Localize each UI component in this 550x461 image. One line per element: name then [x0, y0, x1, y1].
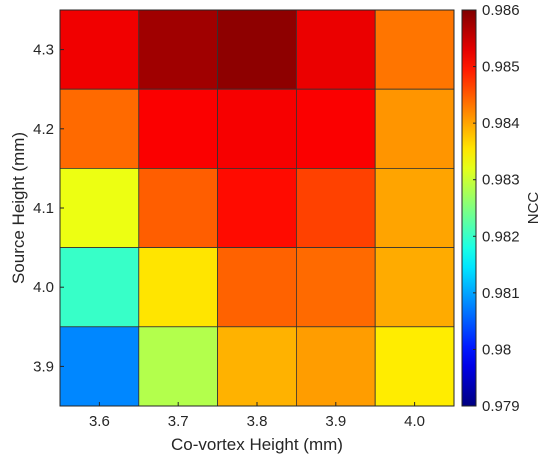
y-axis-ticks: 4.3 4.2 4.1 4.0 3.9 [33, 42, 64, 375]
heatmap-cell [138, 167, 219, 248]
heatmap-cell [374, 88, 455, 169]
colorbar-tick-label: 0.984 [482, 115, 520, 132]
colorbar [461, 9, 477, 407]
heatmap-cell [59, 88, 140, 169]
x-axis-ticks: 3.6 3.7 3.8 3.9 4.0 [89, 402, 425, 430]
heatmap-cell [374, 247, 455, 328]
x-tick-label: 3.7 [168, 413, 189, 430]
colorbar-tick-label: 0.982 [482, 228, 520, 245]
heatmap-cell [59, 167, 140, 248]
colorbar-tick-label: 0.979 [482, 398, 520, 415]
heatmap-cell [59, 247, 140, 328]
heatmap-cell [295, 326, 376, 407]
heatmap-cell [138, 88, 219, 169]
heatmap-cell [217, 167, 297, 248]
colorbar-tick-label: 0.983 [482, 172, 520, 189]
heatmap-cell [59, 326, 140, 407]
y-tick-label: 4.3 [33, 42, 54, 59]
x-tick-label: 3.9 [325, 413, 346, 430]
heatmap-cell [138, 247, 219, 328]
colorbar-ticks: 0.979 0.98 0.981 0.982 0.983 0.984 0.985 0.986 [473, 2, 520, 415]
heatmap-cell [374, 326, 455, 407]
heatmap-cell [295, 9, 376, 90]
heatmap-cell [138, 326, 219, 407]
y-tick-label: 3.9 [33, 358, 54, 375]
x-tick-label: 3.8 [247, 413, 268, 430]
heatmap-cell [374, 167, 455, 248]
y-axis-label: Source Height (mm) [9, 132, 28, 284]
colorbar-label: NCC [525, 192, 542, 225]
heatmap-cell [217, 247, 297, 328]
x-axis-label: Co-vortex Height (mm) [171, 435, 343, 454]
heatmap-cells [59, 9, 455, 407]
heatmap-cell [59, 9, 140, 90]
colorbar-tick-label: 0.986 [482, 2, 520, 19]
heatmap-cell [217, 326, 297, 407]
x-tick-label: 3.6 [89, 413, 110, 430]
heatmap-cell [138, 9, 219, 90]
heatmap-cell [295, 88, 376, 169]
heatmap-cell [217, 88, 297, 169]
heatmap-cell [374, 9, 455, 90]
colorbar-tick-label: 0.981 [482, 285, 520, 302]
x-tick-label: 4.0 [404, 413, 425, 430]
colorbar-tick-label: 0.98 [482, 341, 511, 358]
heatmap-cell [217, 9, 297, 90]
y-tick-label: 4.0 [33, 279, 54, 296]
y-tick-label: 4.1 [33, 200, 54, 217]
colorbar-tick-label: 0.985 [482, 59, 520, 76]
y-tick-label: 4.2 [33, 121, 54, 138]
heatmap-cell [295, 247, 376, 328]
heatmap-cell [295, 167, 376, 248]
